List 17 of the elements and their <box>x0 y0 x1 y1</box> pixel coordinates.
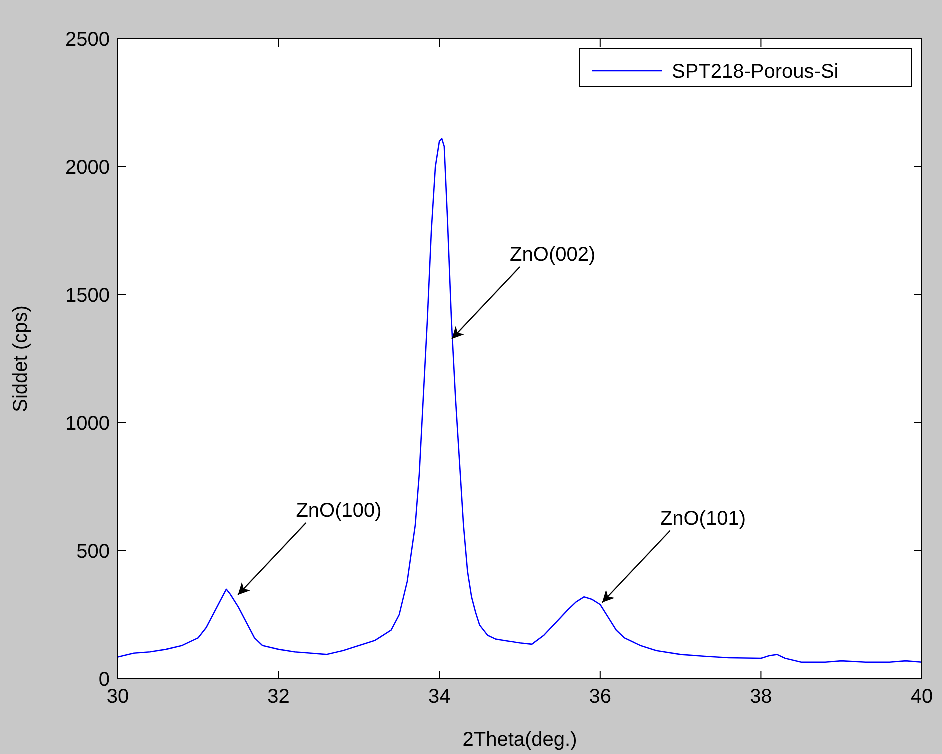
x-tick-label: 34 <box>428 686 451 708</box>
annotation: ZnO(002) <box>510 244 596 266</box>
y-tick-label: 2000 <box>66 157 110 179</box>
x-tick-label: 40 <box>910 686 934 708</box>
y-tick-label: 2500 <box>66 29 110 51</box>
y-axis-title: Siddet (cps) <box>10 306 32 412</box>
y-tick-label: 1000 <box>66 413 110 435</box>
line-series <box>117 138 923 664</box>
annotation: ZnO(101) <box>660 508 746 530</box>
y-tick-label: 1500 <box>66 285 110 307</box>
x-tick-label: 32 <box>268 686 290 708</box>
annotation: ZnO(100) <box>296 500 382 522</box>
legend-label: SPT218-Porous-Si <box>672 61 839 83</box>
x-tick-label: 38 <box>750 686 772 708</box>
x-axis-title: 2Theta(deg.) <box>462 729 578 751</box>
x-tick-label: 36 <box>589 686 612 708</box>
y-tick-label: 500 <box>76 541 110 563</box>
